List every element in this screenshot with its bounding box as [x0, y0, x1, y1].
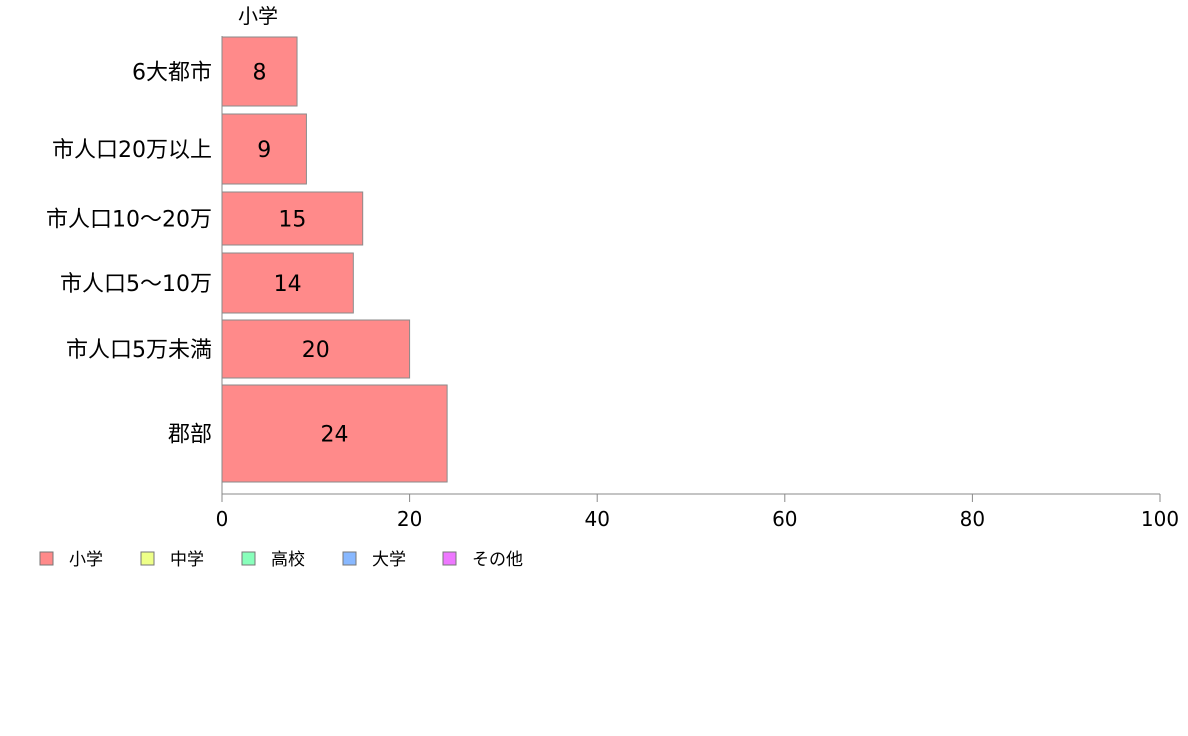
bar-value-label: 9	[257, 138, 271, 163]
category-label: 市人口10〜20万	[46, 208, 212, 233]
bar	[221, 252, 354, 314]
legend-swatch	[39, 551, 54, 566]
legend: 小学 中学 高校 大学 その他	[39, 550, 523, 570]
legend-label: 高校	[271, 550, 305, 570]
category-label: 6大都市	[132, 61, 212, 86]
legend-swatch	[140, 551, 155, 566]
bar-value-label: 8	[253, 61, 267, 86]
x-tick-label: 20	[397, 507, 422, 531]
category-label: 市人口20万以上	[52, 138, 212, 163]
bar-value-label: 24	[321, 423, 349, 448]
bar	[221, 36, 298, 107]
data-labels: 8 9 15 14 20 24	[253, 61, 349, 448]
bar	[221, 319, 411, 379]
x-tick-label: 80	[960, 507, 985, 531]
bar-value-label: 15	[278, 208, 306, 233]
legend-swatch	[241, 551, 256, 566]
series-column-header: 小学	[238, 4, 278, 28]
x-tick-label: 0	[216, 507, 229, 531]
bar-value-label: 20	[302, 338, 330, 363]
category-label: 市人口5〜10万	[60, 272, 212, 297]
category-label: 郡部	[168, 423, 212, 448]
legend-label: その他	[472, 550, 523, 570]
legend-label: 大学	[372, 550, 406, 570]
legend-label: 中学	[170, 550, 204, 570]
category-label: 市人口5万未満	[66, 338, 212, 363]
legend-swatch	[442, 551, 457, 566]
bar-value-label: 14	[274, 272, 302, 297]
x-tick-label: 100	[1141, 507, 1179, 531]
bar	[221, 384, 448, 483]
bars	[221, 36, 448, 483]
x-tick-label: 60	[772, 507, 797, 531]
x-axis: 0 20 40 60 80 100	[216, 36, 1179, 531]
legend-swatch	[342, 551, 357, 566]
x-tick-label: 40	[584, 507, 609, 531]
legend-label: 小学	[69, 550, 103, 570]
bar	[221, 191, 364, 246]
bar	[221, 113, 307, 185]
